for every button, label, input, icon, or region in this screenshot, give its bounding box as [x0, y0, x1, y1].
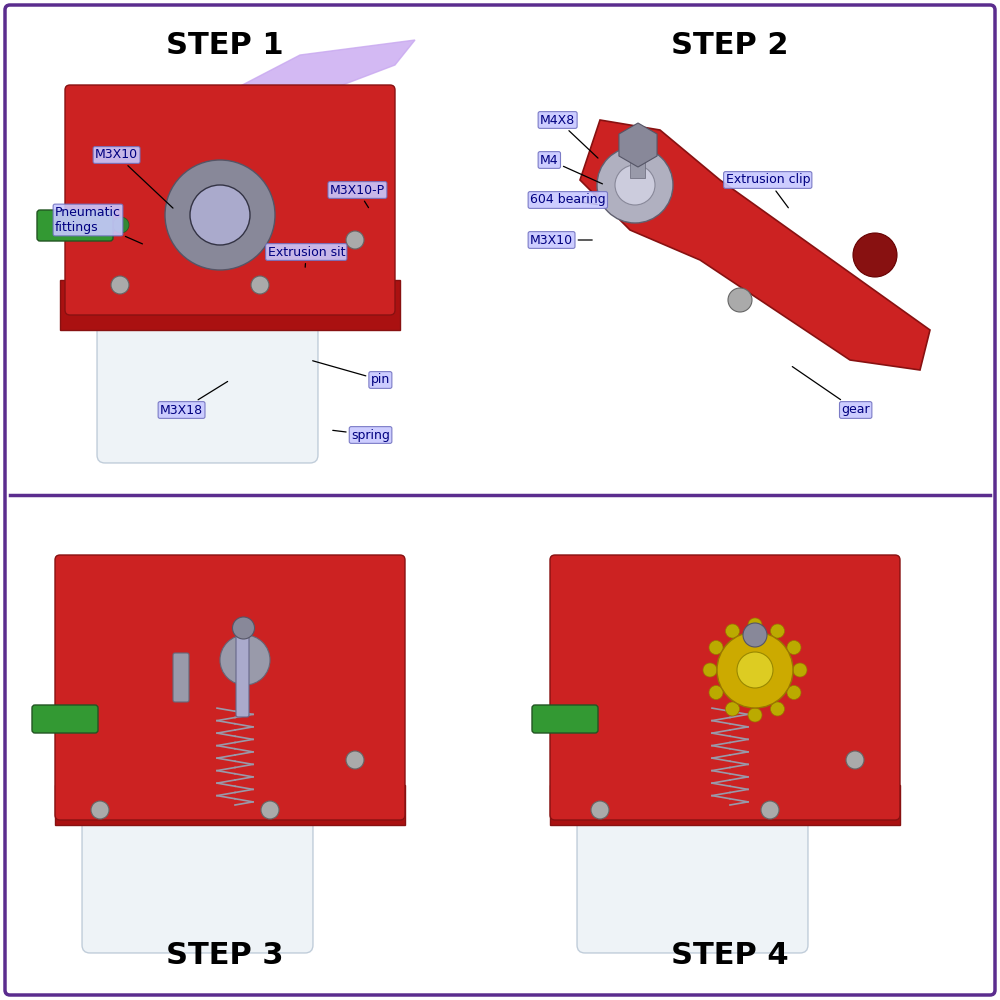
Text: M3X10: M3X10 [530, 233, 592, 246]
Circle shape [591, 801, 609, 819]
Text: gear: gear [792, 367, 870, 416]
FancyBboxPatch shape [236, 633, 249, 717]
Circle shape [89, 217, 105, 233]
Circle shape [261, 801, 279, 819]
Circle shape [728, 288, 752, 312]
Circle shape [346, 751, 364, 769]
Text: STEP 1: STEP 1 [166, 30, 284, 60]
Text: pin: pin [313, 361, 390, 386]
Circle shape [703, 663, 717, 677]
Text: 604 bearing: 604 bearing [530, 194, 606, 207]
Circle shape [737, 652, 773, 688]
Circle shape [165, 160, 275, 270]
Circle shape [111, 276, 129, 294]
Circle shape [725, 702, 740, 716]
Text: STEP 4: STEP 4 [671, 940, 789, 970]
Circle shape [346, 231, 364, 249]
FancyBboxPatch shape [55, 555, 405, 820]
Circle shape [232, 617, 254, 639]
FancyBboxPatch shape [55, 785, 405, 825]
FancyBboxPatch shape [32, 705, 98, 733]
Text: STEP 2: STEP 2 [671, 30, 789, 60]
Circle shape [77, 217, 93, 233]
Text: M3X10-P: M3X10-P [330, 184, 385, 208]
Text: M4X8: M4X8 [540, 113, 598, 158]
Circle shape [770, 624, 784, 638]
Circle shape [615, 165, 655, 205]
Circle shape [726, 624, 740, 638]
Polygon shape [165, 40, 415, 145]
FancyBboxPatch shape [173, 653, 189, 702]
Circle shape [251, 276, 269, 294]
Circle shape [787, 640, 801, 654]
Circle shape [748, 708, 762, 722]
FancyBboxPatch shape [37, 210, 113, 241]
Text: Extrusion clip: Extrusion clip [726, 174, 810, 208]
Text: STEP 3: STEP 3 [166, 940, 284, 970]
FancyBboxPatch shape [550, 555, 900, 820]
Circle shape [220, 635, 270, 685]
FancyBboxPatch shape [82, 792, 313, 953]
Circle shape [743, 623, 767, 647]
FancyBboxPatch shape [97, 267, 318, 463]
Circle shape [709, 640, 723, 654]
Circle shape [101, 217, 117, 233]
FancyBboxPatch shape [550, 785, 900, 825]
FancyBboxPatch shape [532, 705, 598, 733]
Text: M3X10: M3X10 [95, 148, 173, 208]
FancyBboxPatch shape [65, 85, 395, 315]
Circle shape [748, 618, 762, 632]
Text: M4: M4 [540, 153, 602, 184]
Circle shape [113, 217, 129, 233]
FancyBboxPatch shape [630, 143, 645, 178]
Circle shape [709, 686, 723, 700]
Circle shape [846, 751, 864, 769]
Circle shape [597, 147, 673, 223]
Text: Pneumatic
fittings: Pneumatic fittings [55, 206, 142, 244]
Text: Extrusion sit: Extrusion sit [268, 245, 345, 267]
Circle shape [761, 801, 779, 819]
FancyBboxPatch shape [60, 280, 400, 330]
Polygon shape [580, 120, 930, 370]
Text: M3X18: M3X18 [160, 381, 228, 416]
Circle shape [793, 663, 807, 677]
Polygon shape [619, 123, 657, 167]
Circle shape [853, 233, 897, 277]
FancyBboxPatch shape [577, 792, 808, 953]
Text: spring: spring [333, 428, 390, 442]
Circle shape [787, 686, 801, 700]
Circle shape [770, 702, 784, 716]
Circle shape [190, 185, 250, 245]
Circle shape [717, 632, 793, 708]
Circle shape [91, 801, 109, 819]
